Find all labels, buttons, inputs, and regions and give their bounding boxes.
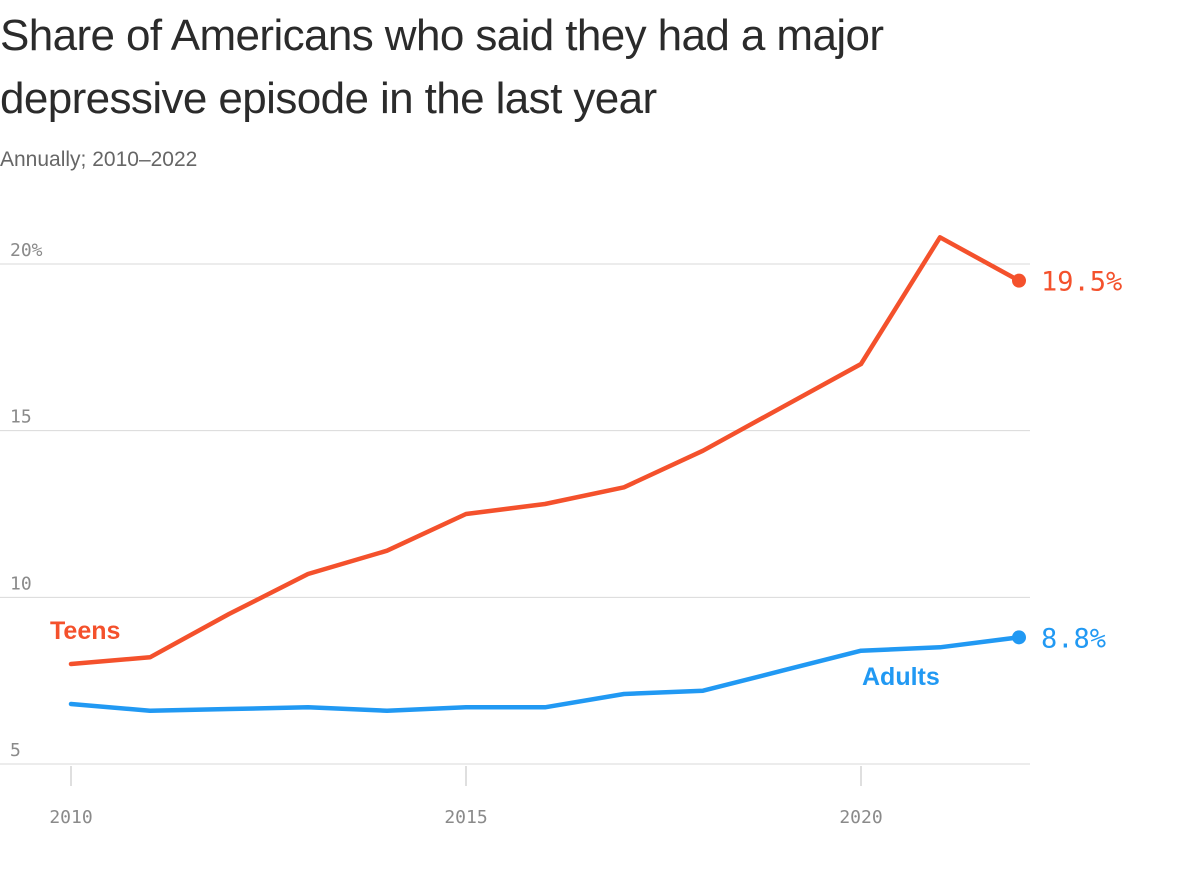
- x-tick-label: 2010: [49, 807, 92, 828]
- y-tick-label: 5: [10, 740, 21, 761]
- series-line-teens: [68, 235, 1022, 667]
- end-label-teens: 19.5%: [1041, 267, 1122, 298]
- series-line-adults: [68, 635, 1022, 713]
- series-lines: 19.5% 8.8%: [68, 235, 1122, 713]
- end-point-adults: [1012, 630, 1026, 645]
- series-label-adults: Adults: [862, 663, 940, 691]
- y-tick-label: 10: [10, 573, 32, 594]
- x-axis: 2010 2015 2020: [49, 766, 883, 828]
- end-point-teens: [1012, 273, 1026, 288]
- y-gridlines: 5 10 15 20%: [0, 240, 1030, 765]
- x-tick-label: 2015: [444, 807, 487, 828]
- series-labels: Teens Adults: [50, 617, 940, 691]
- series-label-teens: Teens: [50, 617, 120, 645]
- chart-title: Share of Americans who said they had a m…: [0, 11, 884, 123]
- y-tick-label: 15: [10, 407, 32, 428]
- x-tick-label: 2020: [839, 807, 882, 828]
- y-tick-label: 20%: [10, 240, 43, 261]
- chart-subtitle: Annually; 2010–2022: [0, 148, 198, 171]
- end-label-adults: 8.8%: [1041, 623, 1106, 654]
